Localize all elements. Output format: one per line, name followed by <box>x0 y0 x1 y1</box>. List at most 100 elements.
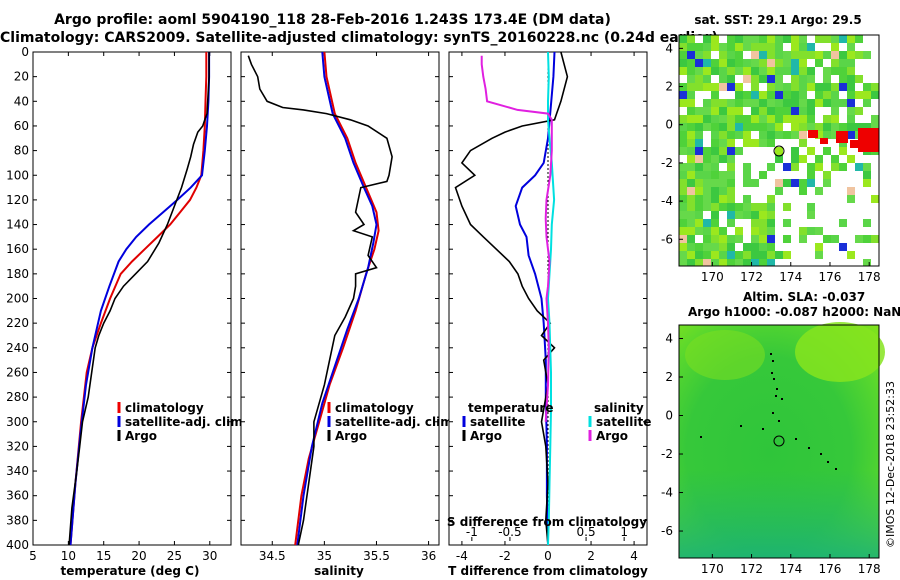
sst-pixel <box>791 83 799 91</box>
sst-pixel <box>847 83 855 91</box>
sst-pixel <box>855 51 863 59</box>
island-mark <box>827 461 829 463</box>
sst-pixel <box>759 259 767 266</box>
sst-pixel <box>759 99 767 107</box>
sst-pixel <box>791 131 799 139</box>
sst-pixel <box>815 163 823 171</box>
sst-pixel <box>767 211 775 219</box>
sst-pixel <box>719 59 727 67</box>
sst-pixel <box>679 139 687 147</box>
sst-pixel <box>711 91 719 99</box>
sst-pixel <box>807 115 815 123</box>
sst-pixel <box>743 43 751 51</box>
sst-pixel <box>727 83 735 91</box>
sst-pixel <box>751 139 759 147</box>
sla-map-title: Altim. SLA: -0.037 <box>743 290 865 304</box>
sst-pixel <box>767 219 775 227</box>
sst-pixel <box>807 51 815 59</box>
lat-tick-label: -2 <box>661 447 673 461</box>
sst-pixel <box>695 187 703 195</box>
sst-pixel <box>679 131 687 139</box>
sst-pixel <box>703 243 711 251</box>
sst-pixel <box>759 35 767 43</box>
sst-pixel <box>743 115 751 123</box>
t-difference-xlabel: T difference from climatology <box>448 564 648 578</box>
sst-pixel <box>719 179 727 187</box>
sst-pixel <box>791 59 799 67</box>
sst-pixel <box>775 131 783 139</box>
sst-pixel <box>783 51 791 59</box>
lon-tick-label: 174 <box>779 270 802 284</box>
sst-pixel <box>775 187 783 195</box>
sst-pixel <box>807 123 815 131</box>
sst-pixel <box>751 99 759 107</box>
sst-pixel <box>759 235 767 243</box>
sst-pixel <box>719 171 727 179</box>
sst-pixel <box>815 155 823 163</box>
sst-pixel <box>711 179 719 187</box>
sst-pixel <box>847 123 855 131</box>
sst-pixel <box>695 171 703 179</box>
island-mark <box>778 420 780 422</box>
legend-satellite-adj: satellite-adj. clim. <box>335 415 457 429</box>
sst-pixel <box>767 91 775 99</box>
sst-pixel <box>751 51 759 59</box>
s-difference-label: S difference from climatology <box>447 515 647 529</box>
sst-pixel <box>695 43 703 51</box>
sst-pixel <box>831 67 839 75</box>
sst-pixel <box>767 227 775 235</box>
sst-pixel <box>863 51 871 59</box>
depth-tick-label: 400 <box>6 538 29 552</box>
sst-pixel <box>863 235 871 243</box>
sst-pixel <box>679 171 687 179</box>
temperature-axis-ticks: 5 10 15 20 25 30 <box>29 52 217 563</box>
sst-pixel <box>711 59 719 67</box>
sst-pixel <box>775 59 783 67</box>
sst-pixel <box>695 75 703 83</box>
depth-tick-label: 160 <box>6 242 29 256</box>
sst-pixel <box>839 75 847 83</box>
s-tick-label: 1 <box>620 525 628 539</box>
sst-pixel <box>783 163 791 171</box>
island-mark <box>700 436 702 438</box>
sst-pixel <box>759 203 767 211</box>
sst-pixel <box>727 171 735 179</box>
lon-tick-label: 178 <box>858 562 881 576</box>
sst-pixel <box>823 51 831 59</box>
sst-pixel <box>687 187 695 195</box>
lat-tick-label: 2 <box>665 370 673 384</box>
sst-pixel <box>807 75 815 83</box>
sst-pixel <box>767 259 775 266</box>
sst-pixel <box>719 99 727 107</box>
x-tick-label: 36 <box>421 549 436 563</box>
depth-tick-label: 340 <box>6 464 29 478</box>
sst-pixel <box>775 51 783 59</box>
x-tick-label: -2 <box>499 549 511 563</box>
sst-pixel <box>703 107 711 115</box>
sst-pixel <box>783 83 791 91</box>
sst-pixel <box>855 235 863 243</box>
sst-pixel <box>823 235 831 243</box>
island-mark <box>820 453 822 455</box>
sst-pixel <box>743 139 751 147</box>
sst-pixel <box>687 227 695 235</box>
legend-t-satellite: satellite <box>470 415 525 429</box>
sst-pixel <box>847 59 855 67</box>
sst-pixel <box>703 259 711 266</box>
sst-pixel <box>871 235 879 243</box>
sst-pixel <box>839 123 847 131</box>
sst-pixel <box>783 35 791 43</box>
sla-map: Altim. SLA: -0.037 Argo h1000: -0.087 h2… <box>661 290 900 576</box>
sst-pixel <box>719 251 727 259</box>
sst-pixel <box>791 67 799 75</box>
sst-pixel <box>687 107 695 115</box>
sst-pixel <box>759 91 767 99</box>
sst-pixel <box>863 123 871 131</box>
sst-pixel <box>727 131 735 139</box>
sst-pixel <box>703 75 711 83</box>
sst-pixel <box>871 195 879 203</box>
depth-tick-label: 0 <box>21 45 29 59</box>
difference-panel: -4 -2 0 2 4 -1 -0.5 0.5 1 T difference from cli… <box>447 51 651 578</box>
sst-pixel <box>791 115 799 123</box>
sst-pixel <box>743 35 751 43</box>
